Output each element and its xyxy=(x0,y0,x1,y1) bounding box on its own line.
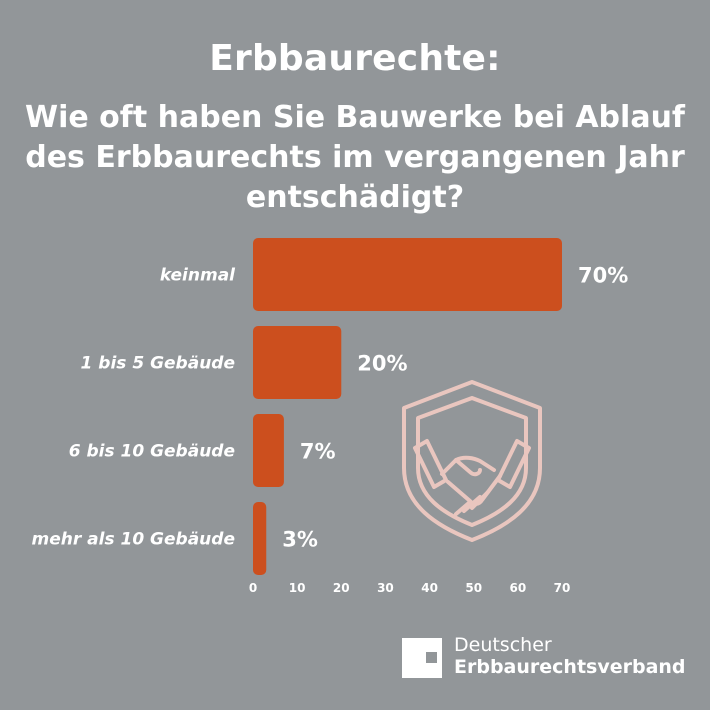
chart-subtitle: Wie oft haben Sie Bauwerke bei Ablauf de… xyxy=(25,100,685,215)
x-tick-label: 50 xyxy=(465,581,482,595)
value-label: 20% xyxy=(357,352,407,376)
x-tick-label: 30 xyxy=(377,581,394,595)
category-label: keinmal xyxy=(160,266,236,286)
bar-2 xyxy=(253,326,342,399)
bar-1 xyxy=(253,238,562,311)
chart-title: Erbbaurechte: xyxy=(209,38,501,79)
x-axis: 0 10 20 30 40 50 60 70 xyxy=(249,581,571,595)
x-tick-label: 0 xyxy=(249,581,257,595)
brand-name-line1: Deutscher xyxy=(454,634,552,656)
category-label: mehr als 10 Gebäude xyxy=(32,530,236,550)
value-label: 7% xyxy=(300,440,336,464)
bar-3 xyxy=(253,414,284,487)
x-tick-label: 40 xyxy=(421,581,438,595)
bars-layer: keinmal 70% 1 bis 5 Gebäude 20% 6 bis 10 Geb… xyxy=(32,238,628,575)
square-logo-icon xyxy=(402,638,442,678)
category-label: 1 bis 5 Gebäude xyxy=(81,354,235,374)
category-label: 6 bis 10 Gebäude xyxy=(69,442,235,462)
brand-logo: Deutscher Erbbaurechtsverband xyxy=(402,634,702,682)
x-tick-label: 20 xyxy=(333,581,350,595)
bar-4 xyxy=(253,502,267,575)
handshake-shield-icon xyxy=(402,380,542,542)
x-tick-label: 70 xyxy=(554,581,571,595)
value-label: 3% xyxy=(282,528,318,552)
brand-name-line2: Erbbaurechtsverband xyxy=(454,656,686,678)
x-tick-label: 60 xyxy=(510,581,527,595)
x-tick-label: 10 xyxy=(289,581,306,595)
value-label: 70% xyxy=(578,264,628,288)
